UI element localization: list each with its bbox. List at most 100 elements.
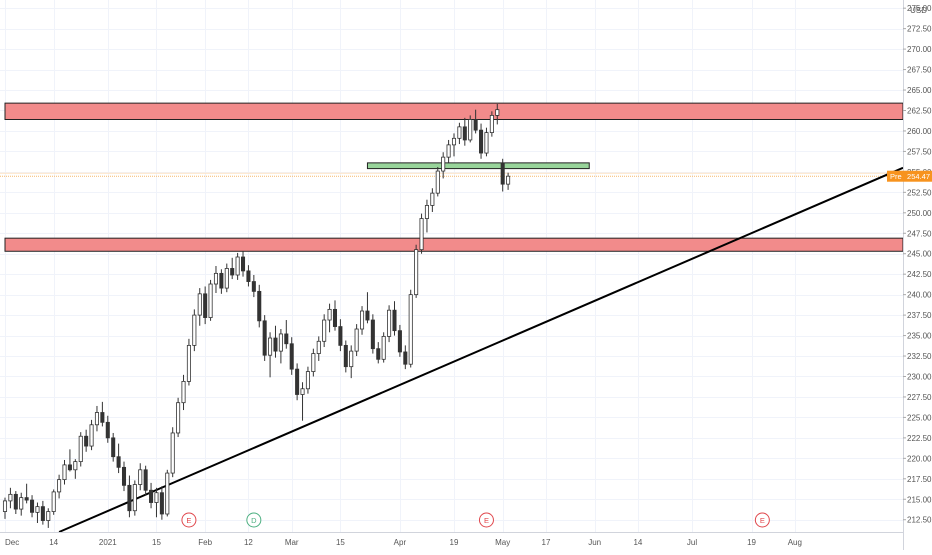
time-tick-label: Jun [588, 538, 601, 547]
candle-body [284, 333, 289, 345]
time-tick-label: 14 [49, 538, 58, 547]
price-tick-label: 217.50 [907, 475, 932, 484]
candle-body [62, 464, 67, 481]
candle-body [441, 156, 446, 172]
candle-body [132, 484, 137, 512]
price-tick-label: 220.00 [907, 454, 932, 463]
candle-body [143, 469, 148, 491]
candle-body [84, 435, 89, 447]
candle-body [246, 270, 251, 282]
price-tick-label: 260.00 [907, 127, 932, 136]
currency-label: USD [910, 6, 927, 15]
time-axis-bg [0, 532, 903, 550]
candle-body [127, 484, 132, 512]
time-tick-label: 17 [542, 538, 551, 547]
candle-body [78, 435, 83, 463]
candle-body [397, 330, 402, 353]
candle-body [408, 294, 413, 365]
candle-body [387, 309, 392, 337]
candle-body [8, 493, 13, 502]
candle-body [89, 424, 94, 447]
event-marker-label: D [251, 516, 257, 525]
event-marker-label: E [186, 516, 191, 525]
time-tick-label: 15 [152, 538, 161, 547]
candle-body [484, 132, 489, 154]
candle-body [192, 314, 197, 346]
time-tick-label: 19 [450, 538, 459, 547]
candle-body [376, 348, 381, 360]
price-tick-label: 240.00 [907, 291, 932, 300]
resistance-zone-lower[interactable] [4, 237, 904, 252]
support-zone-green[interactable] [366, 162, 590, 170]
earnings-marker[interactable]: E [754, 512, 770, 528]
time-tick-label: 15 [336, 538, 345, 547]
time-tick-label: 19 [747, 538, 756, 547]
candle-body [165, 472, 170, 515]
trendline-layer[interactable] [58, 166, 904, 533]
candle-body [186, 344, 191, 382]
candle-body [365, 310, 370, 321]
time-tick-label: Mar [285, 538, 299, 547]
candle-body [322, 319, 327, 342]
candle-body [40, 506, 45, 521]
candle-body [403, 351, 408, 365]
candle-body [13, 493, 18, 510]
candle-body [176, 402, 181, 434]
zones[interactable] [4, 102, 904, 252]
price-tick-label: 275.00 [907, 4, 932, 13]
event-marker-circle [181, 512, 197, 528]
candle-body [392, 309, 397, 332]
candle-body [500, 162, 505, 185]
candle-body [430, 192, 435, 206]
candle-body [262, 320, 267, 356]
grid [0, 0, 903, 532]
candle-body [278, 333, 283, 352]
dividend-marker[interactable]: D [246, 512, 262, 528]
time-tick-label: May [495, 538, 510, 547]
candle-body [451, 137, 457, 146]
resistance-zone-upper[interactable] [4, 102, 904, 120]
earnings-marker[interactable]: E [181, 512, 197, 528]
candle-body [67, 464, 72, 471]
price-line [0, 172, 903, 177]
price-tick-label: 252.50 [907, 188, 932, 197]
trendline[interactable] [58, 166, 904, 533]
candle-body [489, 115, 494, 133]
candle-body [100, 412, 105, 423]
candle-body [203, 293, 208, 318]
time-axis[interactable]: Dec 14 2021 15 Feb 12 Mar 15 Apr 19 May 17 Jun 14 Jul 1… [0, 532, 903, 550]
candle-body [149, 489, 154, 503]
candle-body [111, 437, 116, 458]
price-tick-label: 257.50 [907, 147, 932, 156]
price-axis-bg [903, 0, 932, 550]
candle-body [35, 506, 40, 513]
candle-body [154, 492, 159, 503]
time-tick-label: Jul [687, 538, 697, 547]
price-tick-label: 235.00 [907, 332, 932, 341]
price-tick-label: 237.50 [907, 311, 932, 320]
candle-body [381, 335, 386, 360]
candle-body [360, 310, 365, 330]
price-tick-label: 232.50 [907, 352, 932, 361]
event-marker-label: E [484, 516, 489, 525]
earnings-marker[interactable]: E [478, 512, 494, 528]
candle-body [327, 308, 332, 321]
candle-body [354, 328, 359, 352]
candle-body [473, 119, 478, 131]
price-tick-label: 225.00 [907, 413, 932, 422]
candle-body [30, 499, 35, 513]
candle-body [479, 129, 484, 154]
candle-body [73, 461, 78, 471]
price-tick-label: 265.00 [907, 86, 932, 95]
price-tick-label: 242.50 [907, 270, 932, 279]
candle-body [181, 381, 186, 404]
candle-body [235, 256, 240, 276]
event-marker-circle [754, 512, 770, 528]
candle-body [2, 500, 8, 512]
price-badge[interactable] [887, 170, 932, 182]
candle-body [19, 497, 24, 510]
